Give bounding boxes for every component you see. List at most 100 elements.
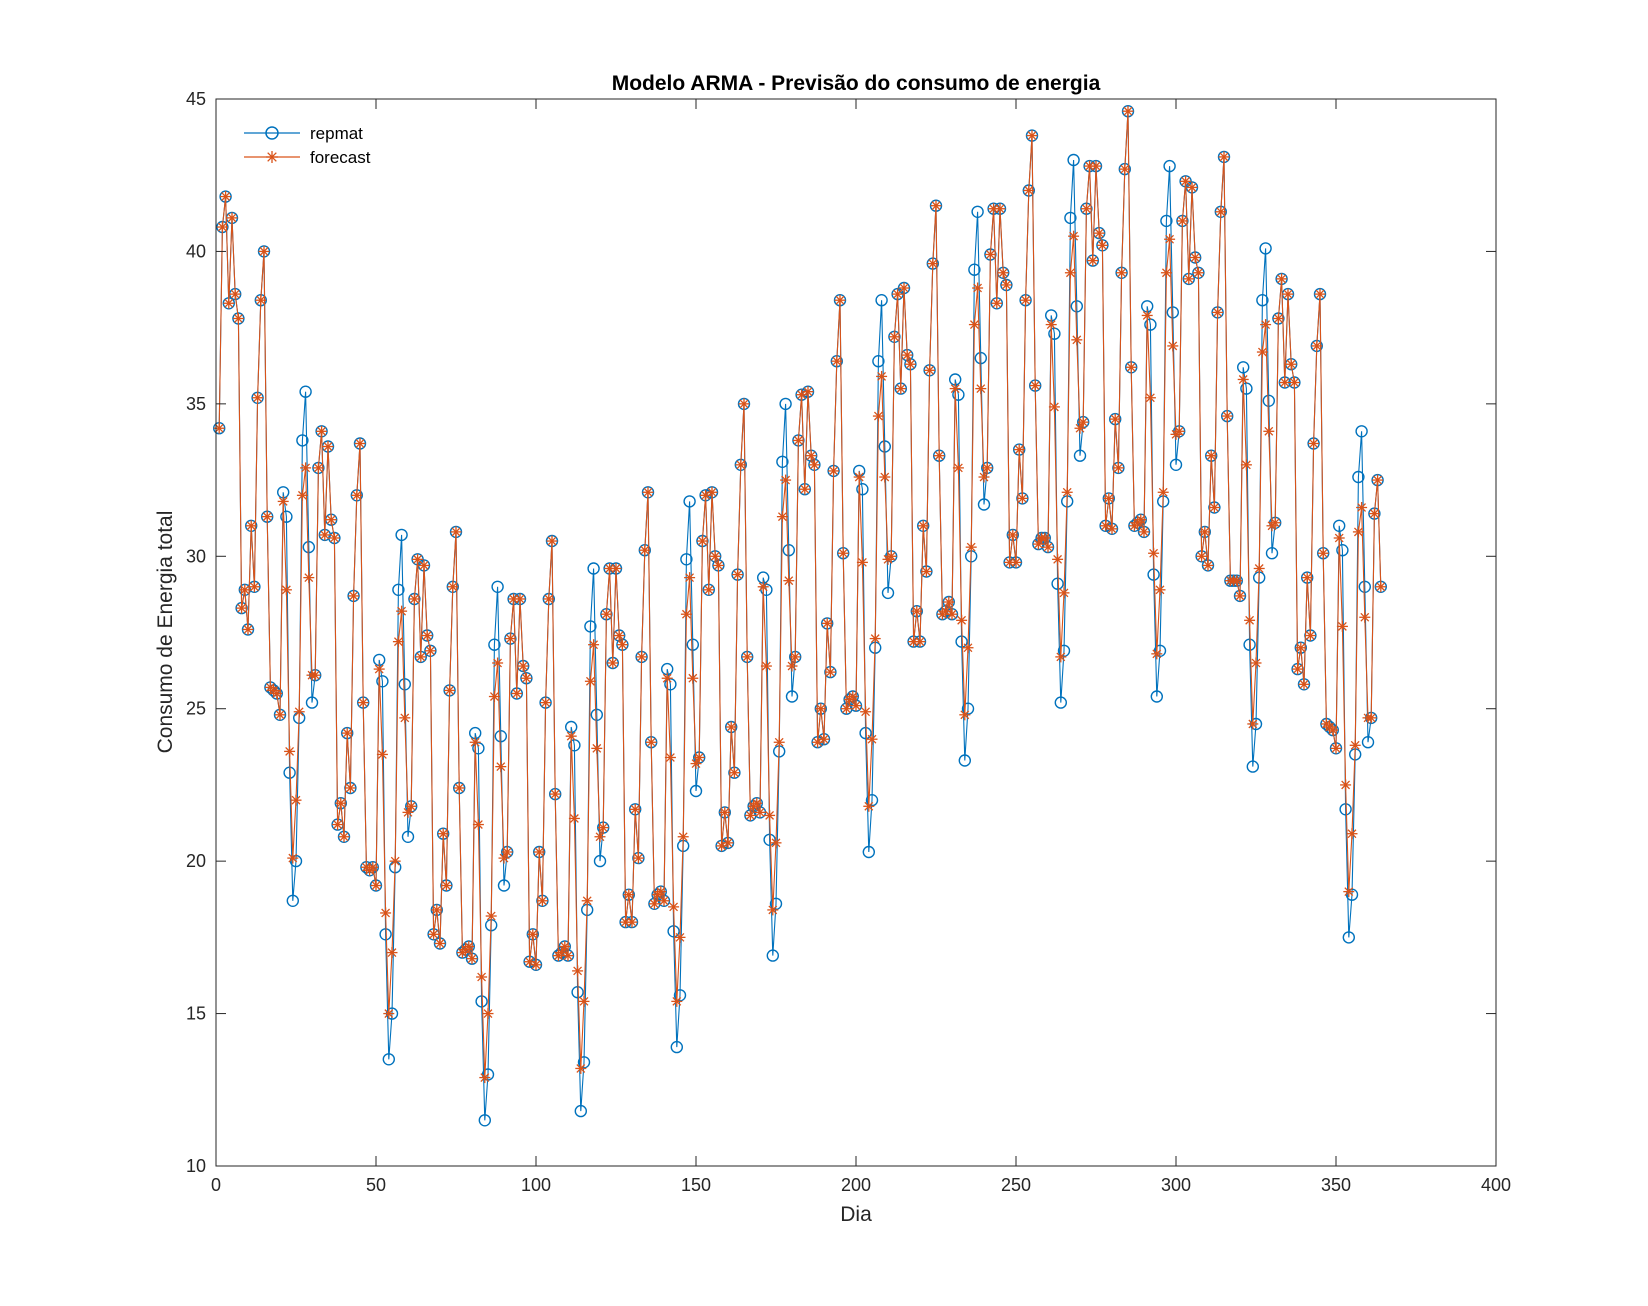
data-point-forecast xyxy=(610,562,622,574)
data-point-forecast xyxy=(933,450,945,462)
data-point-repmat xyxy=(1352,470,1365,484)
data-point-forecast xyxy=(1016,492,1028,504)
data-point-forecast xyxy=(888,331,900,343)
data-point-repmat xyxy=(667,925,680,938)
data-point-forecast xyxy=(492,657,504,669)
data-point-repmat xyxy=(872,355,885,368)
data-point-forecast xyxy=(239,584,251,596)
data-point-forecast xyxy=(1183,273,1195,285)
data-point-forecast xyxy=(309,669,321,681)
data-point-forecast xyxy=(1080,203,1092,215)
data-point-forecast xyxy=(434,937,446,949)
data-point-forecast xyxy=(751,797,763,809)
data-point-forecast xyxy=(444,684,456,696)
data-point-forecast xyxy=(399,712,411,724)
data-point-repmat xyxy=(401,830,415,843)
data-point-forecast xyxy=(1029,380,1041,392)
data-point-repmat xyxy=(1166,306,1180,319)
data-point-forecast xyxy=(252,392,264,404)
data-point-forecast xyxy=(1090,160,1102,172)
data-point-forecast xyxy=(639,544,651,556)
data-point-forecast xyxy=(348,590,360,602)
data-point-forecast xyxy=(1304,630,1316,642)
data-point-forecast xyxy=(479,1072,491,1084)
data-point-forecast xyxy=(1352,526,1364,538)
data-point-forecast xyxy=(1298,678,1310,690)
data-point-forecast xyxy=(994,203,1006,215)
legend-text-repmat: repmat xyxy=(310,124,363,143)
data-point-forecast xyxy=(453,782,465,794)
data-point-forecast xyxy=(1349,739,1361,751)
data-point-forecast xyxy=(319,529,331,541)
data-point-forecast xyxy=(271,687,283,699)
data-point-forecast xyxy=(876,370,888,382)
data-point-forecast xyxy=(594,831,606,843)
data-point-forecast xyxy=(527,928,539,940)
data-point-forecast xyxy=(1071,334,1083,346)
data-point-forecast xyxy=(1260,319,1272,331)
data-point-forecast xyxy=(1340,779,1352,791)
data-point-forecast xyxy=(1253,562,1265,574)
data-point-forecast xyxy=(1186,181,1198,193)
data-point-forecast xyxy=(1157,486,1169,498)
data-point-forecast xyxy=(1167,340,1179,352)
data-point-forecast xyxy=(1039,532,1051,544)
data-point-forecast xyxy=(898,282,910,294)
data-point-forecast xyxy=(972,282,984,294)
data-point-forecast xyxy=(1160,267,1172,279)
data-point-forecast xyxy=(924,364,936,376)
data-point-forecast xyxy=(1154,584,1166,596)
data-point-forecast xyxy=(463,941,475,953)
data-point-forecast xyxy=(1231,575,1243,587)
data-point-repmat xyxy=(1265,547,1279,560)
data-point-forecast xyxy=(780,474,792,486)
data-point-forecast xyxy=(549,788,561,800)
data-point-forecast xyxy=(773,736,785,748)
data-point-forecast xyxy=(802,386,814,398)
data-point-forecast xyxy=(680,608,692,620)
data-point-forecast xyxy=(1237,373,1249,385)
data-point-forecast xyxy=(1135,514,1147,526)
data-point-forecast xyxy=(1007,529,1019,541)
data-point-forecast xyxy=(588,639,600,651)
data-point-forecast xyxy=(1077,416,1089,428)
data-point-forecast xyxy=(632,852,644,864)
data-point-forecast xyxy=(792,434,804,446)
data-point-forecast xyxy=(1176,215,1188,227)
data-point-forecast xyxy=(274,709,286,721)
data-point-repmat xyxy=(1067,153,1080,167)
data-point-forecast xyxy=(1301,572,1313,584)
data-point-forecast xyxy=(312,462,324,474)
data-point-forecast xyxy=(1205,450,1217,462)
data-point-forecast xyxy=(504,633,516,645)
data-point-forecast xyxy=(248,581,260,593)
data-point-forecast xyxy=(1218,151,1230,163)
data-point-forecast xyxy=(495,761,507,773)
data-point-forecast xyxy=(223,297,235,309)
data-point-repmat xyxy=(689,784,703,798)
data-point-repmat xyxy=(494,730,507,743)
data-point-repmat xyxy=(779,397,792,411)
x-tick-label: 200 xyxy=(841,1175,871,1195)
data-point-forecast xyxy=(1173,425,1185,437)
data-point-repmat xyxy=(686,638,699,651)
data-point-forecast xyxy=(722,837,734,849)
data-point-forecast xyxy=(1330,742,1342,754)
x-tick-label: 150 xyxy=(681,1175,711,1195)
data-point-forecast xyxy=(1288,377,1300,389)
y-tick-label: 30 xyxy=(186,546,206,566)
data-point-forecast xyxy=(1202,559,1214,571)
data-point-forecast xyxy=(930,200,942,212)
data-point-forecast xyxy=(597,822,609,834)
data-point-forecast xyxy=(1372,474,1384,486)
data-point-repmat xyxy=(1246,760,1260,773)
ticks-layer: 0 50 100 150 200 250 300 350 400 10 15 20 25 30 35 40 45 xyxy=(186,89,1511,1195)
data-point-forecast xyxy=(879,471,891,483)
data-point-forecast xyxy=(258,245,270,257)
data-point-forecast xyxy=(956,614,968,626)
data-point-repmat xyxy=(280,510,293,523)
data-point-forecast xyxy=(277,495,289,507)
data-point-forecast xyxy=(424,645,436,657)
data-point-forecast xyxy=(911,605,923,617)
data-point-repmat xyxy=(593,854,607,868)
